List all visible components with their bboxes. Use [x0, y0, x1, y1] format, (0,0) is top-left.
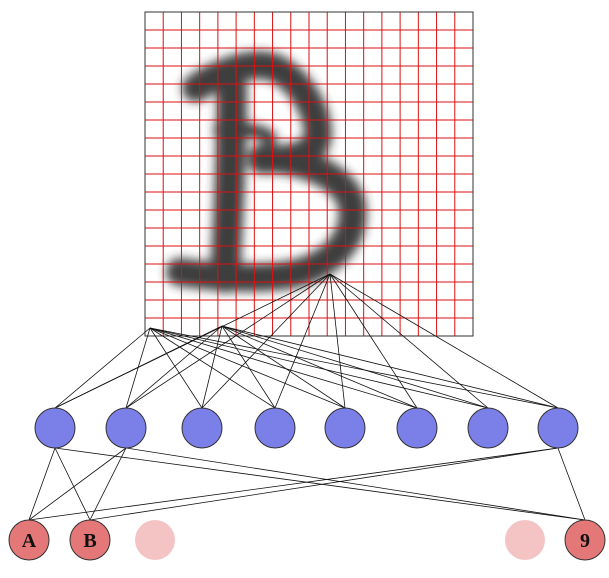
connection-line	[89, 447, 127, 521]
connection-line	[221, 325, 418, 409]
connection-line	[54, 447, 91, 521]
connection-line	[54, 325, 223, 409]
output-node-circle	[564, 519, 606, 561]
connection-line	[557, 447, 586, 521]
connection-line	[149, 327, 418, 409]
hidden-node	[254, 407, 296, 449]
input-grid	[144, 11, 474, 337]
connection-line	[221, 325, 489, 409]
connection-line	[221, 325, 559, 409]
hidden-node	[105, 407, 147, 449]
connection-line	[125, 273, 331, 409]
connection-line	[28, 447, 56, 521]
output-node-circle	[135, 520, 175, 560]
connection-line	[54, 447, 586, 521]
output-node	[505, 520, 545, 560]
input-grid-border	[144, 11, 474, 337]
output-node: A	[8, 519, 50, 561]
output-node	[135, 520, 175, 560]
connection-line	[274, 273, 331, 409]
connection-line	[149, 327, 346, 409]
connection-line	[54, 327, 151, 409]
connection-line	[201, 325, 223, 409]
output-node-label: 9	[580, 530, 590, 552]
hidden-node	[324, 407, 366, 449]
output-node: B	[69, 519, 111, 561]
hidden-node	[34, 407, 76, 449]
output-node-circle	[8, 519, 50, 561]
connection-line	[149, 327, 489, 409]
output-layer: A B 9	[8, 519, 606, 561]
output-node-label: B	[83, 530, 96, 552]
hidden-node	[537, 407, 579, 449]
connection-line	[329, 273, 559, 409]
hidden-node	[467, 407, 509, 449]
output-node-label: A	[22, 530, 37, 552]
hidden-node	[181, 407, 223, 449]
connection-line	[28, 447, 559, 521]
output-node: 9	[564, 519, 606, 561]
connection-line	[149, 327, 559, 409]
connection-line	[329, 273, 418, 409]
connection-line	[329, 273, 489, 409]
connection-line	[149, 327, 276, 409]
connection-line	[221, 325, 346, 409]
connection-edges	[28, 273, 586, 521]
connection-line	[221, 325, 276, 409]
connection-line	[201, 273, 331, 409]
input-image	[144, 11, 474, 337]
connection-line	[125, 327, 151, 409]
hidden-node	[396, 407, 438, 449]
connection-line	[89, 447, 559, 521]
connection-line	[149, 327, 203, 409]
hidden-layer	[34, 407, 579, 449]
output-node-circle	[505, 520, 545, 560]
connection-line	[125, 325, 223, 409]
output-node-circle	[69, 519, 111, 561]
connection-line	[28, 447, 127, 521]
connection-line	[125, 447, 586, 521]
